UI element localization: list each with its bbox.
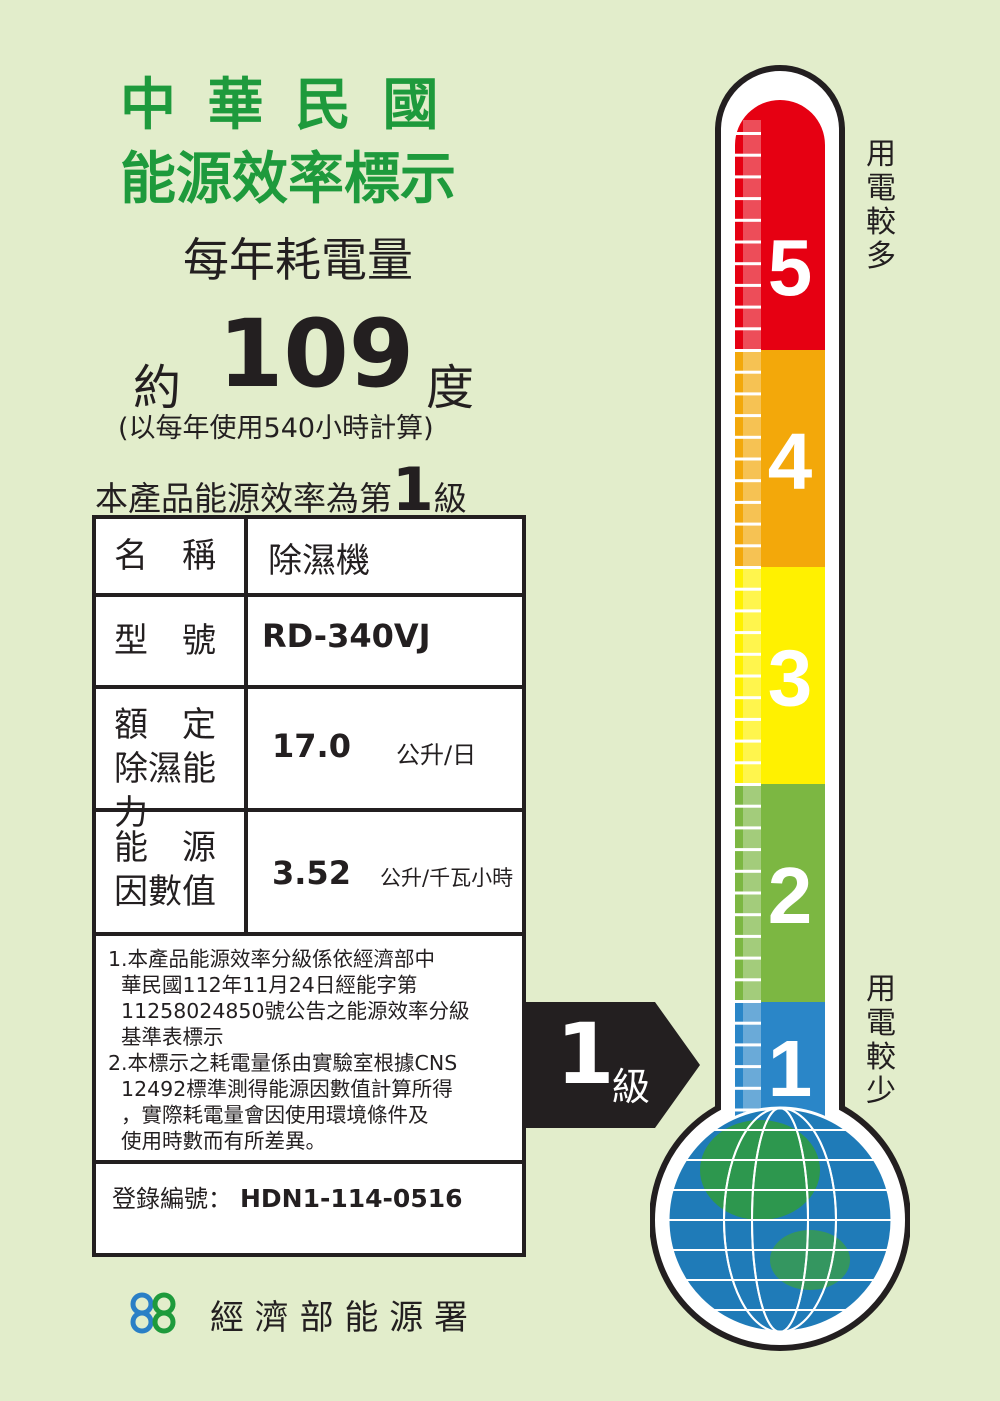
scale-tick bbox=[735, 739, 761, 743]
consumption-note: (以每年使用540小時計算) bbox=[118, 413, 434, 444]
row-model: 型 號 RD-340VJ bbox=[96, 597, 522, 689]
scale-tick bbox=[735, 717, 761, 721]
consumption-unit: 度 bbox=[426, 360, 475, 416]
scale-tick bbox=[735, 631, 761, 635]
globe-rim bbox=[666, 1106, 894, 1334]
scale-tick bbox=[735, 869, 761, 873]
capacity-label-1: 額 定 bbox=[114, 705, 216, 745]
scale-tick bbox=[735, 1065, 761, 1069]
scale-tick bbox=[735, 197, 761, 201]
thermometer: 5 4 3 2 1 bbox=[650, 65, 910, 1351]
title-line-2: 能源效率標示 bbox=[120, 147, 456, 212]
name-label: 名 稱 bbox=[96, 519, 248, 593]
grade-number: 1 bbox=[392, 455, 434, 525]
row-capacity: 額 定除濕能力 17.0 公升/日 bbox=[96, 689, 522, 833]
registration-label: 登錄編號： bbox=[112, 1185, 232, 1213]
scale-tick bbox=[735, 392, 761, 396]
scale-tick bbox=[735, 435, 761, 439]
scale-tick bbox=[735, 696, 761, 700]
consumption-value: 109 bbox=[218, 300, 415, 409]
scale-tick bbox=[735, 609, 761, 613]
scale-tick bbox=[735, 1108, 761, 1112]
scale-tick bbox=[735, 978, 761, 982]
capacity-unit: 公升/日 bbox=[396, 741, 477, 769]
scale-tick bbox=[735, 956, 761, 960]
scale-tick bbox=[735, 913, 761, 917]
scale-tick bbox=[735, 826, 761, 830]
row-notes: 1.本產品能源效率分級係依經濟部中 華民國112年11月24日經能字第 1125… bbox=[96, 936, 522, 1164]
factor-value: 3.52 bbox=[272, 854, 351, 892]
scale-tick bbox=[735, 479, 761, 483]
scale-tick bbox=[735, 804, 761, 808]
name-value: 除濕機 bbox=[268, 541, 370, 581]
grade-statement: 本產品能源效率為第1級 bbox=[95, 460, 467, 520]
scale-tick bbox=[735, 761, 761, 765]
globe-land bbox=[700, 1120, 820, 1220]
model-value: RD-340VJ bbox=[262, 617, 431, 655]
level-3-label: 3 bbox=[768, 634, 813, 723]
scale-tick bbox=[735, 370, 761, 374]
scale-tick bbox=[735, 674, 761, 678]
scale-tick bbox=[735, 283, 761, 287]
factor-label: 能 源因數值 bbox=[96, 812, 248, 932]
globe-land bbox=[770, 1230, 850, 1290]
scale-tick bbox=[735, 132, 761, 135]
scale-tick bbox=[735, 652, 761, 656]
scale-tick bbox=[735, 1086, 761, 1090]
scale-tick bbox=[735, 153, 761, 157]
scale-tick bbox=[735, 218, 761, 222]
registration: 登錄編號： HDN1-114-0516 bbox=[112, 1179, 463, 1214]
grade-before: 本產品能源效率為第 bbox=[95, 479, 392, 518]
scale-tick bbox=[735, 1021, 761, 1025]
scale-tick bbox=[735, 1000, 761, 1003]
subtitle: 每年耗電量 bbox=[183, 233, 413, 287]
level-2-label: 2 bbox=[768, 851, 813, 940]
notes-text: 1.本產品能源效率分級係依經濟部中 華民國112年11月24日經能字第 1125… bbox=[108, 947, 470, 1153]
row-name: 名 稱 除濕機 bbox=[96, 519, 522, 597]
scale-tick bbox=[735, 934, 761, 938]
less-power-text: 用電較少 bbox=[866, 972, 896, 1109]
title-line-1: 中 華 民 國 bbox=[120, 73, 445, 138]
registration-value: HDN1-114-0516 bbox=[240, 1184, 463, 1213]
scale-tick bbox=[735, 522, 761, 526]
grade-indicator-arrow bbox=[525, 1002, 700, 1128]
scale-tick bbox=[735, 240, 761, 244]
scale-tick bbox=[735, 457, 761, 461]
indicator-unit: 級 bbox=[612, 1065, 651, 1109]
spec-table: 名 稱 除濕機 型 號 RD-340VJ 額 定除濕能力 17.0 公升/日 能… bbox=[92, 515, 526, 1257]
row-factor: 能 源因數值 3.52 公升/千瓦小時 bbox=[96, 812, 522, 936]
level-1-label: 1 bbox=[768, 1024, 813, 1113]
factor-label-2: 因數值 bbox=[114, 872, 216, 912]
agency-name: 經 濟 部 能 源 署 bbox=[210, 1298, 469, 1338]
capacity-label: 額 定除濕能力 bbox=[96, 689, 248, 833]
scale-tick bbox=[735, 305, 761, 309]
capacity-label-2: 除濕能力 bbox=[114, 749, 216, 833]
scale-tick bbox=[735, 891, 761, 895]
model-label: 型 號 bbox=[96, 597, 248, 685]
factor-unit: 公升/千瓦小時 bbox=[380, 866, 514, 890]
scale-tick bbox=[735, 175, 761, 179]
grade-after: 級 bbox=[433, 479, 467, 518]
consumption-prefix: 約 bbox=[133, 360, 182, 416]
factor-label-1: 能 源 bbox=[114, 828, 216, 868]
level-5-label: 5 bbox=[768, 223, 813, 312]
scale-tick bbox=[735, 783, 761, 786]
capacity-value: 17.0 bbox=[272, 727, 351, 765]
scale-tick bbox=[735, 327, 761, 331]
tube-highlight bbox=[743, 120, 761, 1120]
energy-administration-logo bbox=[130, 1292, 176, 1334]
scale-tick bbox=[735, 566, 761, 569]
scale-tick bbox=[735, 544, 761, 548]
scale-tick bbox=[735, 587, 761, 591]
scale-tick bbox=[735, 262, 761, 266]
scale-tick bbox=[735, 414, 761, 418]
level-4-label: 4 bbox=[768, 417, 813, 506]
scale-tick bbox=[735, 500, 761, 504]
more-power-text: 用電較多 bbox=[866, 137, 896, 274]
scale-tick bbox=[735, 349, 761, 352]
indicator-grade: 1 bbox=[556, 1005, 615, 1103]
scale-tick bbox=[735, 1043, 761, 1047]
scale-tick bbox=[735, 848, 761, 852]
